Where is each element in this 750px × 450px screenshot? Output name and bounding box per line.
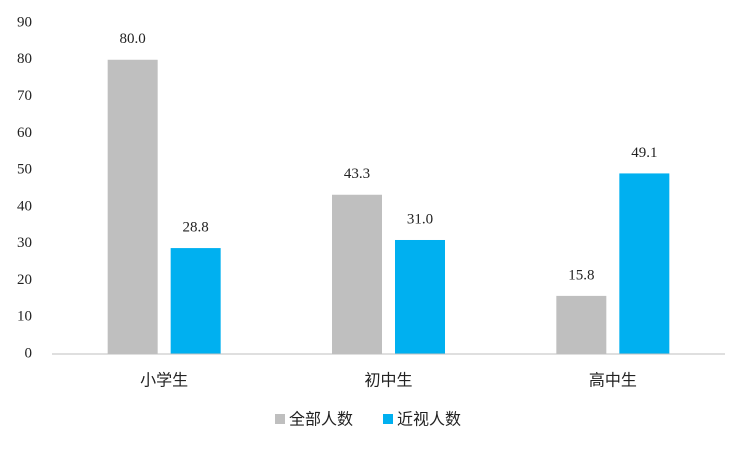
y-tick-label: 20 bbox=[17, 272, 32, 288]
data-label: 31.0 bbox=[407, 211, 433, 227]
y-tick-label: 70 bbox=[17, 88, 32, 104]
bar bbox=[332, 194, 382, 354]
y-tick-label: 50 bbox=[17, 162, 32, 178]
legend-label: 近视人数 bbox=[397, 410, 461, 429]
bar bbox=[619, 173, 670, 354]
legend-label: 全部人数 bbox=[289, 410, 353, 429]
legend-swatch bbox=[275, 414, 285, 424]
data-label: 28.8 bbox=[183, 220, 209, 236]
bar bbox=[556, 295, 607, 354]
legend-swatch bbox=[383, 414, 393, 424]
y-tick-label: 30 bbox=[17, 235, 32, 251]
data-label: 49.1 bbox=[631, 145, 657, 161]
bar bbox=[107, 59, 158, 355]
data-label: 80.0 bbox=[120, 31, 146, 47]
y-tick-label: 10 bbox=[17, 309, 32, 325]
x-tick-label: 初中生 bbox=[364, 371, 412, 390]
y-tick-label: 0 bbox=[25, 345, 33, 361]
y-tick-label: 60 bbox=[17, 125, 32, 141]
y-tick-label: 80 bbox=[17, 51, 32, 67]
y-tick-label: 40 bbox=[17, 198, 32, 214]
x-tick-label: 小学生 bbox=[140, 371, 188, 390]
data-label: 43.3 bbox=[344, 166, 370, 182]
data-label: 15.8 bbox=[568, 267, 594, 283]
bar bbox=[170, 248, 221, 354]
y-tick-label: 90 bbox=[17, 14, 32, 30]
x-tick-label: 高中生 bbox=[589, 371, 637, 390]
bar bbox=[395, 239, 445, 354]
